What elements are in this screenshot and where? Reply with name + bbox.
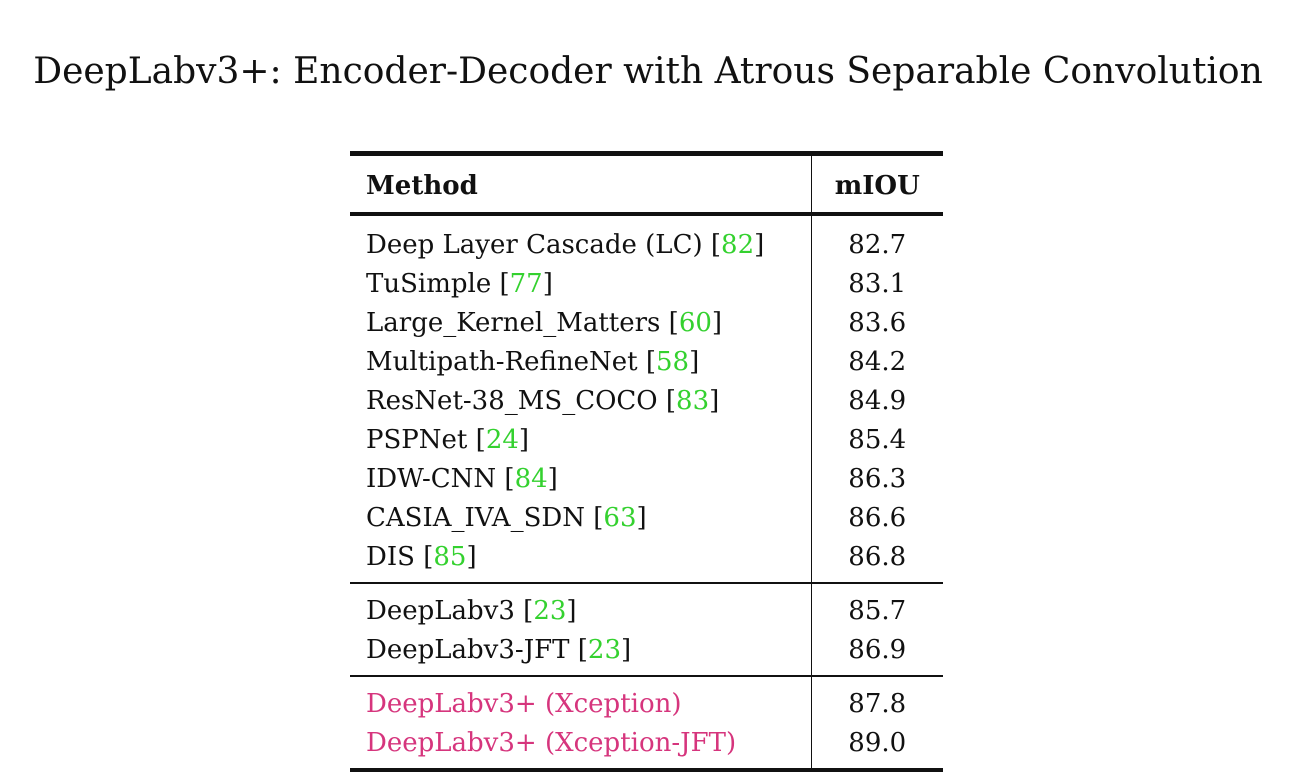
table-row: IDW-CNN [84] 86.3 bbox=[350, 460, 943, 499]
citation-link[interactable]: 60 bbox=[678, 308, 712, 338]
miou-column-header: mIOU bbox=[834, 171, 920, 201]
citation-link[interactable]: 77 bbox=[509, 269, 543, 299]
miou-cell: 82.7 bbox=[848, 230, 907, 260]
table-row: Deep Layer Cascade (LC) [82] 82.7 bbox=[350, 214, 943, 265]
citation-link[interactable]: 23 bbox=[533, 596, 567, 626]
citation-link[interactable]: 82 bbox=[721, 230, 755, 260]
method-cell: ResNet-38_MS_COCO [83] bbox=[350, 382, 812, 421]
method-name: ResNet-38_MS_COCO bbox=[366, 386, 658, 416]
table-row: DeepLabv3-JFT [23] 86.9 bbox=[350, 631, 943, 676]
table-row: ResNet-38_MS_COCO [83] 84.9 bbox=[350, 382, 943, 421]
miou-cell: 86.9 bbox=[848, 635, 907, 665]
table-row: CASIA_IVA_SDN [63] 86.6 bbox=[350, 499, 943, 538]
method-name: TuSimple bbox=[366, 269, 492, 299]
method-cell: CASIA_IVA_SDN [63] bbox=[350, 499, 812, 538]
citation-link[interactable]: 84 bbox=[514, 464, 548, 494]
baseline-methods-group: Deep Layer Cascade (LC) [82] 82.7 TuSimp… bbox=[350, 214, 943, 583]
method-cell: PSPNet [24] bbox=[350, 421, 812, 460]
results-table-container: Method mIOU Deep Layer Cascade (LC) [82]… bbox=[350, 151, 943, 772]
table-row: TuSimple [77] 83.1 bbox=[350, 265, 943, 304]
miou-cell: 84.2 bbox=[848, 347, 907, 377]
table-header-row: Method mIOU bbox=[350, 153, 943, 214]
table-row: Large_Kernel_Matters [60] 83.6 bbox=[350, 304, 943, 343]
method-name: DIS bbox=[366, 542, 415, 572]
miou-cell: 86.3 bbox=[848, 464, 907, 494]
miou-cell: 85.4 bbox=[848, 425, 907, 455]
method-name: Large_Kernel_Matters bbox=[366, 308, 661, 338]
miou-cell: 87.8 bbox=[848, 689, 907, 719]
deeplabv3-group: DeepLabv3 [23] 85.7 DeepLabv3-JFT [23] 8… bbox=[350, 583, 943, 676]
method-cell: DeepLabv3 [23] bbox=[350, 583, 812, 631]
method-cell: DeepLabv3+ (Xception) bbox=[350, 676, 812, 724]
table-row: PSPNet [24] 85.4 bbox=[350, 421, 943, 460]
method-cell: Large_Kernel_Matters [60] bbox=[350, 304, 812, 343]
method-cell: Deep Layer Cascade (LC) [82] bbox=[350, 214, 812, 265]
citation-link[interactable]: 24 bbox=[485, 425, 519, 455]
miou-cell: 83.1 bbox=[848, 269, 907, 299]
method-name: IDW-CNN bbox=[366, 464, 497, 494]
method-cell: TuSimple [77] bbox=[350, 265, 812, 304]
method-name: CASIA_IVA_SDN bbox=[366, 503, 585, 533]
miou-cell: 89.0 bbox=[848, 728, 907, 758]
method-name: Deep Layer Cascade (LC) bbox=[366, 230, 703, 260]
results-table: Method mIOU Deep Layer Cascade (LC) [82]… bbox=[350, 151, 943, 772]
method-cell: IDW-CNN [84] bbox=[350, 460, 812, 499]
miou-cell: 83.6 bbox=[848, 308, 907, 338]
citation-link[interactable]: 83 bbox=[676, 386, 710, 416]
citation-link[interactable]: 58 bbox=[656, 347, 690, 377]
method-cell: DIS [85] bbox=[350, 538, 812, 583]
method-cell: Multipath-RefineNet [58] bbox=[350, 343, 812, 382]
miou-cell: 86.8 bbox=[848, 542, 907, 572]
table-row: DeepLabv3+ (Xception-JFT) 89.0 bbox=[350, 724, 943, 770]
miou-cell: 86.6 bbox=[848, 503, 907, 533]
table-row: DeepLabv3+ (Xception) 87.8 bbox=[350, 676, 943, 724]
method-name: DeepLabv3 bbox=[366, 596, 515, 626]
miou-cell: 85.7 bbox=[848, 596, 907, 626]
citation-link[interactable]: 85 bbox=[433, 542, 467, 572]
method-name: Multipath-RefineNet bbox=[366, 347, 638, 377]
method-column-header: Method bbox=[350, 153, 812, 214]
method-cell: DeepLabv3+ (Xception-JFT) bbox=[350, 724, 812, 770]
citation-link[interactable]: 23 bbox=[587, 635, 622, 665]
method-name: PSPNet bbox=[366, 425, 468, 455]
citation-link[interactable]: 63 bbox=[603, 503, 637, 533]
page-title: DeepLabv3+: Encoder-Decoder with Atrous … bbox=[33, 51, 1263, 92]
method-cell: DeepLabv3-JFT [23] bbox=[350, 631, 812, 676]
table-row: DeepLabv3 [23] 85.7 bbox=[350, 583, 943, 631]
table-row: DIS [85] 86.8 bbox=[350, 538, 943, 583]
deeplabv3-plus-group: DeepLabv3+ (Xception) 87.8 DeepLabv3+ (X… bbox=[350, 676, 943, 770]
method-name: DeepLabv3-JFT bbox=[366, 635, 570, 665]
table-row: Multipath-RefineNet [58] 84.2 bbox=[350, 343, 943, 382]
miou-cell: 84.9 bbox=[848, 386, 907, 416]
